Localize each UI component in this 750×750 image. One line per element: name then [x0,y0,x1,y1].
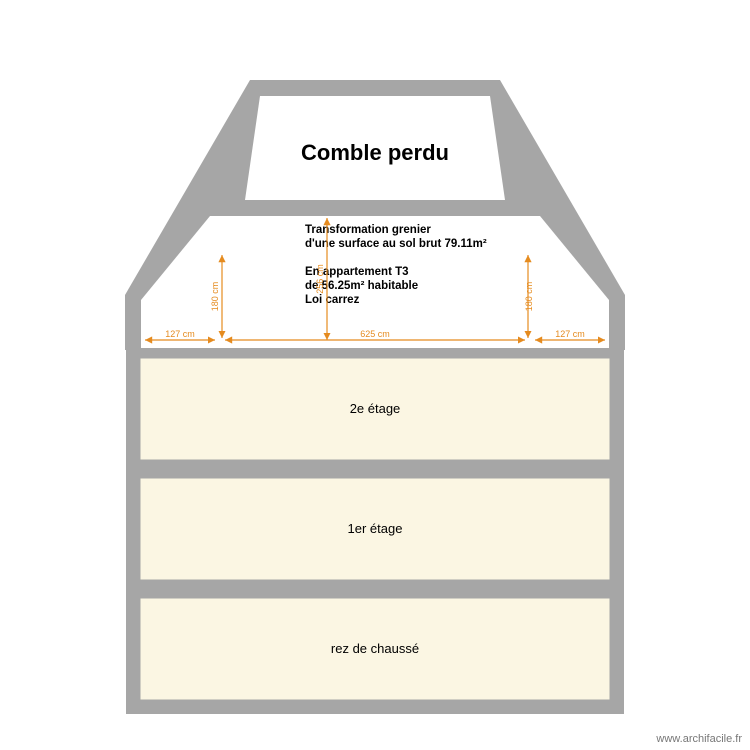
dim-label: 127 cm [555,329,585,339]
attic-desc-line: Transformation grenier [305,224,431,236]
dim-label: 180 cm [210,282,220,312]
floor-first: 1er étage [126,464,624,594]
floor-label: rez de chaussé [331,641,419,656]
attic-title: Comble perdu [301,140,449,165]
dim-label: 127 cm [165,329,195,339]
dim-label: 625 cm [360,329,390,339]
floor-label: 2e étage [350,401,401,416]
attic: Comble perdu Transformation grenier d'une… [125,80,625,350]
attic-desc-line: d'une surface au sol brut 79.11m² [305,238,487,250]
attic-desc-line [305,252,308,264]
watermark: www.archifacile.fr [655,733,742,745]
attic-desc-line: Loi carrez [305,294,360,306]
dim-label: 256 cm [315,264,325,294]
floor-ground: rez de chaussé [126,584,624,714]
dim-label: 180 cm [524,282,534,312]
floor-label: 1er étage [348,521,403,536]
floor-second: 2e étage [126,344,624,474]
